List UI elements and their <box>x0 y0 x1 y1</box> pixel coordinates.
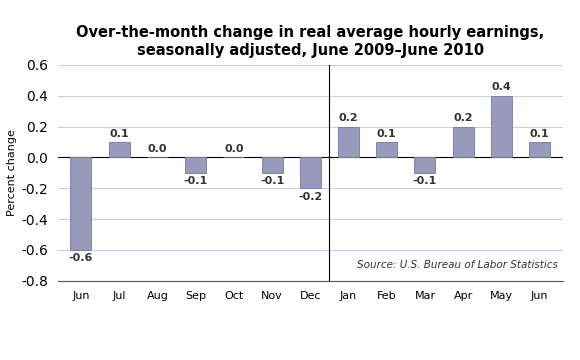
Text: -0.1: -0.1 <box>260 176 284 186</box>
Text: 0.0: 0.0 <box>224 144 244 154</box>
Text: 0.2: 0.2 <box>339 113 358 123</box>
Text: 0.1: 0.1 <box>110 129 129 139</box>
Bar <box>376 142 397 157</box>
Text: 0.2: 0.2 <box>454 113 473 123</box>
Text: 0.0: 0.0 <box>148 144 167 154</box>
Bar <box>185 157 206 173</box>
Bar <box>108 142 130 157</box>
Bar <box>300 157 321 188</box>
Y-axis label: Percent change: Percent change <box>7 129 17 216</box>
Bar <box>262 157 282 173</box>
Text: -0.1: -0.1 <box>413 176 437 186</box>
Text: 0.1: 0.1 <box>377 129 397 139</box>
Text: 0.4: 0.4 <box>492 82 512 92</box>
Text: -0.1: -0.1 <box>183 176 208 186</box>
Text: -0.6: -0.6 <box>69 253 93 263</box>
Bar <box>70 157 92 250</box>
Text: Source: U.S. Bureau of Labor Statistics: Source: U.S. Bureau of Labor Statistics <box>357 260 557 270</box>
Text: -0.2: -0.2 <box>298 192 322 202</box>
Bar <box>529 142 550 157</box>
Text: Over-the-month change in real average hourly earnings,
seasonally adjusted, June: Over-the-month change in real average ho… <box>76 25 545 58</box>
Bar <box>491 96 512 157</box>
Bar <box>415 157 436 173</box>
Bar <box>453 126 474 157</box>
Bar <box>338 126 359 157</box>
Text: 0.1: 0.1 <box>530 129 549 139</box>
